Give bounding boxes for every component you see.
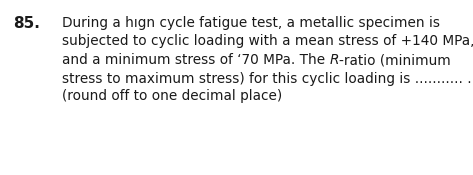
Text: (round off to one decimal place): (round off to one decimal place) — [62, 89, 282, 103]
Text: stress to maximum stress) for this cyclic loading is ........... .: stress to maximum stress) for this cycli… — [62, 72, 472, 86]
Text: 85.: 85. — [13, 16, 40, 31]
Text: R: R — [330, 53, 339, 67]
Text: and a minimum stress of ‘70 MPa. The: and a minimum stress of ‘70 MPa. The — [62, 53, 330, 67]
Text: subjected to cyclic loading with a mean stress of +140 MPa,: subjected to cyclic loading with a mean … — [62, 34, 473, 48]
Text: -ratio (minimum: -ratio (minimum — [339, 53, 451, 67]
Text: During a hıgn cycle fatigue test, a metallic specimen is: During a hıgn cycle fatigue test, a meta… — [62, 16, 440, 30]
